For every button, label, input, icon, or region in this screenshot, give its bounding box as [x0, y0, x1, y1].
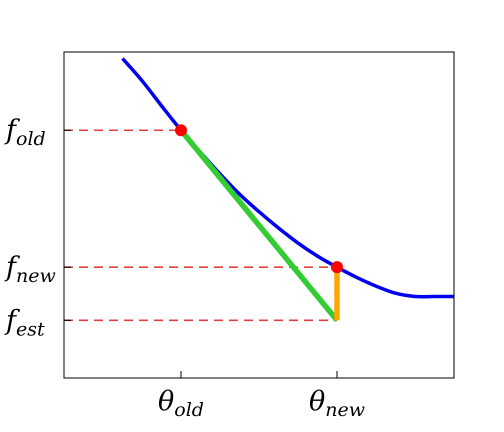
y-tick-subscript-old: old: [16, 128, 46, 150]
tangent-line: [178, 128, 340, 323]
x-tick-symbol-old: θ: [158, 386, 174, 417]
y-tick-label-old: fold: [4, 115, 46, 150]
point-old: [175, 124, 187, 137]
reference-lines: [64, 129, 337, 322]
y-tick-label-est: fest: [4, 305, 45, 340]
point-new: [331, 261, 343, 274]
y-tick-subscript-est: est: [16, 318, 45, 340]
x-tick-label-old: θold: [158, 386, 204, 421]
chart-overlay: [175, 124, 343, 323]
plot-area: [63, 51, 455, 379]
x-tick-subscript-new: new: [325, 399, 365, 421]
x-tick-label-new: θnew: [309, 386, 365, 421]
x-tick-subscript-old: old: [174, 399, 204, 421]
y-tick-subscript-new: new: [16, 265, 56, 287]
x-tick-symbol-new: θ: [309, 386, 325, 417]
y-tick-label-new: fnew: [4, 252, 56, 287]
